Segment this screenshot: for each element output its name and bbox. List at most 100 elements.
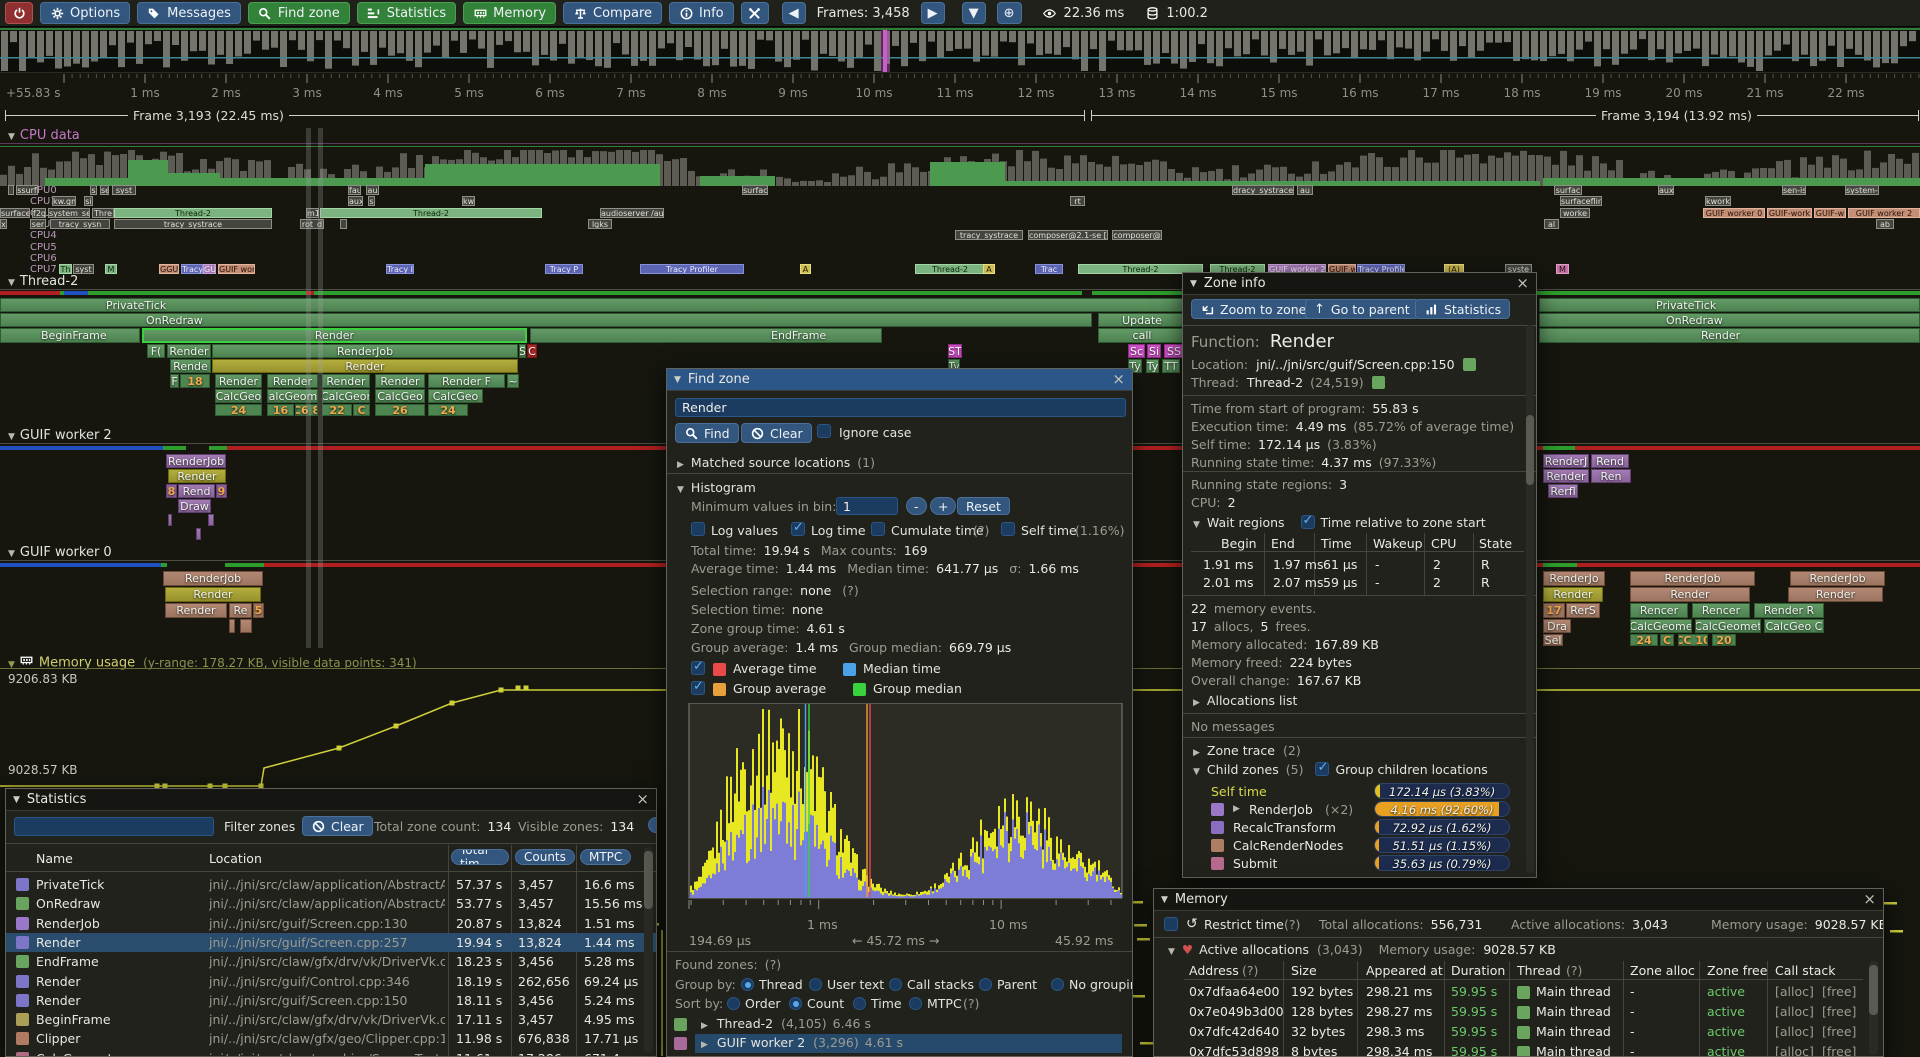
zone-block[interactable]: CalcGeomet: [1695, 619, 1761, 633]
cpu-zone-block[interactable]: [340, 218, 347, 229]
zone-block[interactable]: Render: [375, 374, 425, 388]
zone-block[interactable]: 24: [1630, 634, 1658, 646]
cpu-zone-block[interactable]: s: [368, 196, 375, 207]
zone-block[interactable]: Rend: [178, 484, 215, 498]
column-header-mtpc[interactable]: MTPC: [580, 849, 632, 865]
focus-frame-button[interactable]: ⊕: [996, 2, 1022, 24]
cpu-zone-block[interactable]: Tracy P: [545, 264, 583, 275]
cpu-zone-block[interactable]: au: [366, 185, 379, 195]
active-allocations-header[interactable]: ▼ ♥ Active allocations (3,043) Memory usage:…: [1168, 942, 1556, 957]
cpu-zone-block[interactable]: aux: [1658, 185, 1674, 195]
cpu-zone-block[interactable]: M: [105, 264, 117, 275]
zone-block[interactable]: Render R: [1754, 603, 1824, 618]
group-by-radio-no-grouping[interactable]: [1051, 978, 1064, 991]
find-button[interactable]: Find: [675, 423, 739, 443]
zone-block[interactable]: C6 8: [295, 404, 318, 416]
cpu-zone-block[interactable]: audioserver /audio: [600, 207, 664, 218]
scrollbar-thumb[interactable]: [1869, 965, 1878, 1015]
matched-source-locations[interactable]: ▶ Matched source locations (1): [677, 455, 875, 470]
zone-block[interactable]: Rencer: [1692, 603, 1750, 618]
memory-button[interactable]: Memory: [463, 2, 557, 24]
compare-button[interactable]: Compare: [563, 2, 663, 24]
zone-block[interactable]: RenderJob: [212, 344, 518, 358]
zone-block[interactable]: Render: [168, 469, 226, 483]
cpu-zone-block[interactable]: tracy_systrace: [955, 230, 1023, 241]
zone-block[interactable]: RenderJob: [166, 454, 226, 468]
sort-by-radio-mtpc[interactable]: [909, 997, 922, 1010]
zone-info-titlebar[interactable]: ▼ Zone info ×: [1183, 273, 1536, 295]
zone-block[interactable]: 9: [216, 484, 227, 498]
zone-block[interactable]: Render: [1788, 587, 1883, 602]
zone-trace-header[interactable]: ▶ Zone trace (2): [1193, 743, 1301, 758]
zone-block[interactable]: BeginFrame: [0, 328, 140, 343]
zone-block[interactable]: CalcGeome: [267, 389, 318, 403]
collapse-icon[interactable]: ▼: [8, 432, 15, 442]
collapse-icon[interactable]: ▼: [1161, 894, 1168, 905]
cpu-zone-block[interactable]: ssurf: [16, 185, 38, 195]
restrict-time-checkbox[interactable]: [1164, 917, 1178, 931]
tools-button[interactable]: [740, 2, 769, 24]
cpu-zone-block[interactable]: ab: [1876, 218, 1894, 229]
close-icon[interactable]: ×: [636, 790, 649, 808]
zone-block[interactable]: ~: [507, 374, 519, 388]
cpu-data-header[interactable]: ▼ CPU data: [8, 128, 80, 143]
zone-block[interactable]: 24: [215, 404, 262, 416]
zone-block[interactable]: PrivateTick: [0, 298, 1190, 312]
allocation-row[interactable]: 0x7dfaa64e00 192 bytes 298.21 ms 59.95 s Mai…: [1154, 984, 1864, 1004]
cpu-zone-block[interactable]: fau: [348, 185, 361, 195]
cpu-zone-block[interactable]: Th: [59, 264, 72, 275]
sort-by-radio-count[interactable]: [789, 997, 802, 1010]
prev-frame-button[interactable]: ◀: [781, 2, 806, 24]
alloc-callstack-alloc[interactable]: [alloc]: [1775, 1024, 1814, 1039]
go-to-parent-button[interactable]: ↑ Go to parent: [1305, 299, 1419, 319]
table-row[interactable]: BeginFrame jni/../jni/src/claw/gfx/drv/vk…: [6, 1010, 656, 1029]
cpu-zone-block[interactable]: kworke: [1705, 196, 1731, 207]
table-row[interactable]: OnRedraw jni/../jni/src/claw/application/…: [6, 894, 656, 913]
alloc-callstack-free[interactable]: [free]: [1822, 984, 1857, 999]
cpu-zone-block[interactable]: aux: [348, 196, 363, 207]
collapse-icon[interactable]: ▼: [1193, 520, 1200, 530]
cpu-zone-block[interactable]: Trac: [1035, 264, 1063, 275]
expand-icon[interactable]: ▶: [701, 1040, 708, 1050]
zoom-to-zone-button[interactable]: Zoom to zone: [1191, 299, 1316, 319]
child-zones-header[interactable]: ▼ Child zones (5) Group children locations: [1193, 760, 1488, 777]
zone-block[interactable]: [168, 514, 172, 526]
statistics-titlebar[interactable]: ▼ Statistics ×: [6, 789, 656, 811]
zone-block[interactable]: 24: [428, 404, 468, 416]
cpu-zone-block[interactable]: x: [0, 218, 7, 229]
cpu-zone-block[interactable]: surfac: [1554, 185, 1582, 195]
zone-block[interactable]: 16: [267, 404, 294, 416]
zone-block[interactable]: Render: [142, 328, 527, 343]
zone-block[interactable]: CalcGeo: [428, 389, 483, 403]
table-row[interactable]: Clipper jni/../jni/src/claw/gfx/geo/Clipp…: [6, 1029, 656, 1048]
zone-block[interactable]: SS: [1164, 344, 1184, 358]
cpu-zone-block[interactable]: sen-is: [1782, 185, 1806, 195]
found-zone-group-row[interactable]: ▶GUIF worker 0(3,231)4.48 s: [701, 1054, 903, 1056]
cpu-zone-block[interactable]: Tracy I: [386, 264, 414, 275]
cpu-zone-block[interactable]: GUIF-w: [1814, 207, 1846, 218]
zone-block[interactable]: OnRedraw: [0, 313, 1092, 327]
reset-button[interactable]: Reset: [957, 497, 1010, 515]
cpu-zone-block[interactable]: GUI: [203, 264, 216, 275]
alloc-callstack-free[interactable]: [free]: [1822, 1044, 1857, 1056]
collapse-icon[interactable]: ▼: [8, 278, 15, 288]
zone-block[interactable]: Render: [267, 374, 318, 388]
cpu-zone-block[interactable]: kw.gm: [52, 196, 76, 207]
thread-header-guif-worker-0[interactable]: ▼ GUIF worker 0: [8, 545, 112, 560]
close-icon[interactable]: ×: [1112, 370, 1125, 388]
expand-button[interactable]: ▼: [961, 2, 986, 24]
cpu-zone-block[interactable]: ser: [30, 218, 46, 229]
table-row[interactable]: PrivateTick jni/../jni/src/claw/applicati…: [6, 875, 656, 894]
zone-block[interactable]: Rend: [1591, 454, 1629, 468]
zone-block[interactable]: Render: [1543, 587, 1603, 602]
zone-block[interactable]: Render: [212, 359, 518, 373]
self-time-checkbox[interactable]: [1001, 522, 1015, 536]
log-time-checkbox[interactable]: [791, 520, 805, 536]
found-zone-group-row[interactable]: ▶ Thread-2 (4,105) 6.46 s: [701, 1016, 871, 1031]
scrollbar-thumb[interactable]: [644, 851, 653, 909]
zone-block[interactable]: PrivateTick: [1539, 298, 1920, 312]
cpu-zone-block[interactable]: rot_d: [300, 218, 324, 229]
zone-block[interactable]: [229, 619, 235, 633]
filter-zones-input[interactable]: [14, 817, 214, 836]
histogram-section-header[interactable]: ▼ Histogram: [677, 480, 756, 495]
